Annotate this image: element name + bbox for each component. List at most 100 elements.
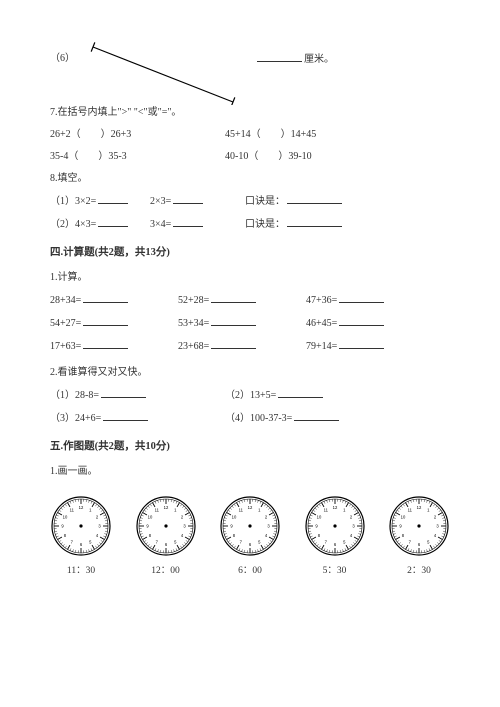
clock-label: 2：30 [388, 563, 450, 580]
clock-label: 5：30 [304, 563, 366, 580]
q8-cell: 口诀是： [245, 192, 395, 211]
calc-blank[interactable] [339, 337, 384, 349]
q7-cell[interactable]: 26+2（ ）26+3 [50, 126, 225, 144]
q6-blank[interactable] [257, 50, 302, 62]
svg-text:1: 1 [427, 507, 430, 512]
calc-cell: 17+63= [50, 337, 178, 356]
clock-face[interactable]: 123456789101112 [388, 495, 450, 557]
svg-text:1: 1 [89, 507, 92, 512]
svg-text:5: 5 [427, 539, 430, 544]
calc-expr: 47+36= [306, 295, 337, 306]
q8-body: （1）3×2=2×3=口诀是：（2）4×3=3×4=口诀是： [50, 192, 450, 234]
q6-line-svg [85, 35, 245, 105]
q7-cell[interactable]: 35-4（ ）35-3 [50, 148, 225, 166]
q8-blank[interactable] [287, 215, 342, 227]
q6-measure: （6） 厘米。 [50, 30, 450, 100]
calc2-expr: （1）28-8= [50, 390, 99, 401]
svg-text:9: 9 [61, 523, 64, 528]
q7-row: 35-4（ ）35-340-10（ ）39-10 [50, 148, 450, 166]
svg-text:12: 12 [417, 505, 422, 510]
calc-expr: 79+14= [306, 341, 337, 352]
calc-blank[interactable] [339, 314, 384, 326]
calc2-cell: （1）28-8= [50, 386, 225, 405]
svg-text:8: 8 [317, 533, 320, 538]
q8-label: （1）3×2= [50, 196, 96, 207]
calc-blank[interactable] [83, 314, 128, 326]
calc2-blank[interactable] [278, 386, 323, 398]
q8-blank[interactable] [98, 215, 128, 227]
calc2-blank[interactable] [103, 409, 148, 421]
calc2-expr: （4）100-37-3= [225, 413, 292, 424]
svg-text:3: 3 [436, 523, 439, 528]
calc-expr: 53+34= [178, 318, 209, 329]
q8-row: （1）3×2= 2×3=口诀是： [50, 192, 450, 211]
calc-blank[interactable] [83, 337, 128, 349]
q8-blank[interactable] [173, 215, 203, 227]
svg-text:10: 10 [401, 514, 406, 519]
svg-text:3: 3 [267, 523, 270, 528]
q8-cell: 2×3= [150, 192, 245, 211]
q7-cell[interactable]: 40-10（ ）39-10 [225, 151, 312, 162]
clock-face[interactable]: 123456789101112 [219, 495, 281, 557]
clock-face[interactable]: 123456789101112 [50, 495, 112, 557]
q8-blank[interactable] [173, 192, 203, 204]
svg-text:2: 2 [434, 514, 437, 519]
calc-expr: 28+34= [50, 295, 81, 306]
svg-text:1: 1 [258, 507, 261, 512]
calc-expr: 54+27= [50, 318, 81, 329]
calc-cell: 23+68= [178, 337, 306, 356]
svg-text:9: 9 [146, 523, 149, 528]
svg-text:8: 8 [402, 533, 405, 538]
calc-blank[interactable] [339, 291, 384, 303]
svg-text:6: 6 [333, 542, 336, 547]
clock-face[interactable]: 123456789101112 [304, 495, 366, 557]
calc-blank[interactable] [83, 291, 128, 303]
calc-expr: 23+68= [178, 341, 209, 352]
calc2-blank[interactable] [101, 386, 146, 398]
svg-text:11: 11 [154, 507, 159, 512]
svg-text:8: 8 [233, 533, 236, 538]
calc-blank[interactable] [211, 314, 256, 326]
sec4-p1-body: 28+34= 52+28=47+36= 54+27= 53+34= 46+45= 17+6… [50, 291, 450, 356]
sec4-p2-body: （1）28-8=（2）13+5=（3）24+6=（4）100-37-3= [50, 386, 450, 428]
clock: 12345678910111211：30 [50, 495, 112, 580]
q8-cell: （1）3×2= [50, 192, 150, 211]
calc-expr: 17+63= [50, 341, 81, 352]
svg-text:7: 7 [71, 539, 74, 544]
calc-blank[interactable] [211, 337, 256, 349]
svg-text:5: 5 [258, 539, 261, 544]
sec4-p2-title: 2.看谁算得又对又快。 [50, 364, 450, 382]
calc2-row: （1）28-8=（2）13+5= [50, 386, 450, 405]
calc2-cell: （4）100-37-3= [225, 409, 400, 428]
q8-blank[interactable] [98, 192, 128, 204]
svg-text:7: 7 [240, 539, 243, 544]
svg-text:10: 10 [316, 514, 321, 519]
calc2-blank[interactable] [294, 409, 339, 421]
svg-text:3: 3 [98, 523, 101, 528]
q8-label: 口诀是： [245, 196, 285, 207]
clock: 1234567891011126：00 [219, 495, 281, 580]
svg-text:11: 11 [239, 507, 244, 512]
svg-text:8: 8 [148, 533, 151, 538]
q8-title: 8.填空。 [50, 170, 450, 188]
svg-text:11: 11 [408, 507, 413, 512]
clock: 1234567891011122：30 [388, 495, 450, 580]
clocks-row: 12345678910111211：3012345678910111212：00… [50, 495, 450, 580]
sec4-title: 四.计算题(共2题，共13分) [50, 244, 450, 263]
sec5-p1-title: 1.画一画。 [50, 463, 450, 481]
clock-label: 11：30 [50, 563, 112, 580]
svg-text:7: 7 [155, 539, 158, 544]
svg-text:4: 4 [96, 533, 99, 538]
calc-cell: 46+45= [306, 314, 434, 333]
calc-cell: 79+14= [306, 337, 434, 356]
q7-cell[interactable]: 45+14（ ）14+45 [225, 129, 316, 140]
clock: 12345678910111212：00 [135, 495, 197, 580]
svg-text:10: 10 [232, 514, 237, 519]
svg-text:9: 9 [399, 523, 402, 528]
clock-face[interactable]: 123456789101112 [135, 495, 197, 557]
calc-blank[interactable] [211, 291, 256, 303]
q8-blank[interactable] [287, 192, 342, 204]
calc-cell: 52+28= [178, 291, 306, 310]
svg-text:3: 3 [352, 523, 355, 528]
svg-text:3: 3 [183, 523, 186, 528]
